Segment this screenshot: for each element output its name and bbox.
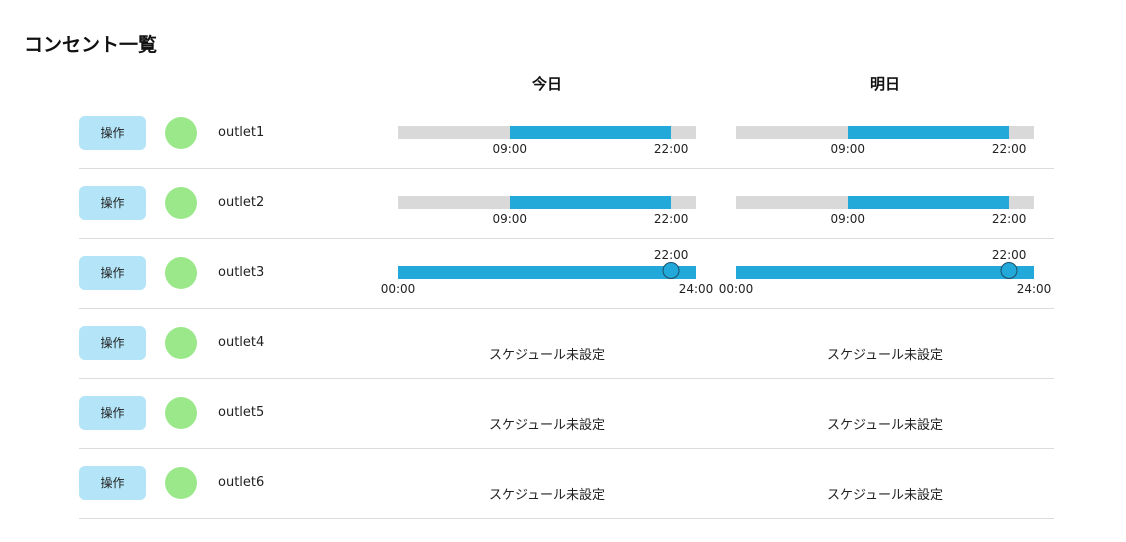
schedule-end-time: 24:00	[1016, 282, 1052, 296]
schedule-marker-time: 22:00	[991, 248, 1027, 262]
status-indicator-icon	[165, 397, 197, 429]
schedule-today: 09:00 22:00	[398, 169, 696, 238]
schedule-marker-time: 22:00	[653, 248, 689, 262]
schedule-today: スケジュール未設定	[398, 449, 696, 518]
schedule-active-range	[736, 266, 1034, 279]
column-header-today: 今日	[531, 75, 562, 93]
schedule-active-range	[509, 196, 672, 209]
status-indicator-icon	[165, 327, 197, 359]
outlet-row: 操作 outlet5 スケジュール未設定 スケジュール未設定	[79, 379, 1054, 449]
outlet-name: outlet5	[218, 405, 265, 420]
schedule-unset-label: スケジュール未設定	[488, 418, 606, 433]
schedule-start-time: 09:00	[492, 212, 528, 226]
schedule-end-time: 22:00	[653, 212, 689, 226]
outlet-name: outlet1	[218, 125, 265, 140]
schedule-tomorrow: 09:00 22:00	[736, 169, 1034, 238]
schedule-end-time: 22:00	[653, 142, 689, 156]
schedule-tomorrow: 22:00 00:00 24:00	[719, 239, 1052, 308]
status-indicator-icon	[165, 467, 197, 499]
operate-button[interactable]: 操作	[79, 256, 146, 290]
schedule-time-marker[interactable]	[662, 262, 680, 279]
operate-button[interactable]: 操作	[79, 116, 146, 150]
status-indicator-icon	[165, 117, 197, 149]
schedule-start-time: 09:00	[492, 142, 528, 156]
schedule-track[interactable]	[398, 126, 696, 139]
schedule-unset-label: スケジュール未設定	[488, 348, 606, 363]
schedule-start-time: 00:00	[718, 282, 754, 296]
schedule-end-time: 22:00	[991, 212, 1027, 226]
schedule-active-range	[847, 126, 1010, 139]
schedule-end-time: 22:00	[991, 142, 1027, 156]
schedule-tomorrow: スケジュール未設定	[736, 449, 1034, 518]
schedule-unset-label: スケジュール未設定	[488, 488, 606, 503]
status-indicator-icon	[165, 187, 197, 219]
schedule-track[interactable]	[736, 126, 1034, 139]
schedule-today: 22:00 00:00 24:00	[381, 239, 714, 308]
outlet-row: 操作 outlet6 スケジュール未設定 スケジュール未設定	[79, 449, 1054, 519]
schedule-today: スケジュール未設定	[398, 379, 696, 448]
operate-button[interactable]: 操作	[79, 466, 146, 500]
schedule-today: スケジュール未設定	[398, 309, 696, 378]
schedule-end-time: 24:00	[678, 282, 714, 296]
outlet-row: 操作 outlet1 09:00 22:00 09:00 22:00	[79, 99, 1054, 169]
schedule-start-time: 09:00	[830, 142, 866, 156]
column-header-tomorrow: 明日	[869, 75, 900, 93]
schedule-time-marker[interactable]	[1000, 262, 1018, 279]
outlet-row: 操作 outlet4 スケジュール未設定 スケジュール未設定	[79, 309, 1054, 379]
schedule-start-time: 09:00	[830, 212, 866, 226]
outlet-name: outlet2	[218, 195, 265, 210]
schedule-active-range	[398, 266, 696, 279]
schedule-unset-label: スケジュール未設定	[826, 488, 944, 503]
schedule-track[interactable]	[736, 196, 1034, 209]
status-indicator-icon	[165, 257, 197, 289]
schedule-tomorrow: スケジュール未設定	[736, 379, 1034, 448]
schedule-start-time: 00:00	[380, 282, 416, 296]
operate-button[interactable]: 操作	[79, 396, 146, 430]
schedule-unset-label: スケジュール未設定	[826, 348, 944, 363]
outlet-name: outlet4	[218, 335, 265, 350]
schedule-track[interactable]	[398, 196, 696, 209]
outlet-row: 操作 outlet3 22:00 00:00 24:00 22:00 00:00 24:00	[79, 239, 1054, 309]
operate-button[interactable]: 操作	[79, 326, 146, 360]
outlet-list: 操作 outlet1 09:00 22:00 09:00 22:00 操作 outlet2 09…	[79, 99, 1054, 519]
schedule-active-range	[847, 196, 1010, 209]
outlet-row: 操作 outlet2 09:00 22:00 09:00 22:00	[79, 169, 1054, 239]
schedule-unset-label: スケジュール未設定	[826, 418, 944, 433]
schedule-active-range	[509, 126, 672, 139]
outlet-name: outlet6	[218, 475, 265, 490]
schedule-track[interactable]	[736, 262, 1034, 279]
schedule-tomorrow: スケジュール未設定	[736, 309, 1034, 378]
outlet-name: outlet3	[218, 265, 265, 280]
schedule-today: 09:00 22:00	[398, 99, 696, 168]
page-title: コンセント一覧	[24, 34, 158, 56]
operate-button[interactable]: 操作	[79, 186, 146, 220]
schedule-track[interactable]	[398, 262, 696, 279]
schedule-tomorrow: 09:00 22:00	[736, 99, 1034, 168]
